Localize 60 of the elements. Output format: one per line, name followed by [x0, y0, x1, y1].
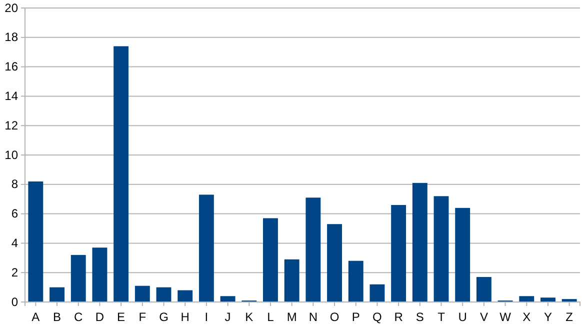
x-tick-label: B — [53, 310, 62, 324]
y-tick-label: 0 — [11, 294, 18, 309]
bar — [198, 194, 214, 302]
bar — [348, 260, 364, 302]
y-tick-label: 18 — [4, 30, 18, 44]
x-tick-label: K — [245, 310, 254, 324]
bar — [540, 298, 556, 302]
y-tick-label: 6 — [11, 206, 18, 221]
x-tick-label: D — [95, 310, 104, 324]
x-tick-label: Z — [566, 310, 573, 324]
x-tick-label: O — [330, 310, 340, 324]
y-tick-label: 8 — [11, 177, 18, 192]
x-tick-label: M — [286, 310, 297, 324]
bar — [134, 286, 150, 302]
bar — [519, 296, 534, 302]
y-tick-label: 2 — [11, 265, 18, 280]
x-tick-label: T — [438, 310, 446, 324]
y-tick-label: 16 — [4, 60, 18, 74]
bar — [263, 218, 278, 302]
x-tick-label: Y — [544, 310, 552, 324]
y-tick-label: 4 — [11, 236, 18, 250]
bar — [70, 254, 86, 302]
bar — [28, 181, 44, 302]
bar — [156, 287, 172, 302]
bar — [50, 287, 64, 302]
x-tick-label: E — [117, 310, 126, 324]
bar — [220, 296, 236, 302]
bar — [178, 290, 193, 302]
x-tick-label: H — [180, 310, 190, 324]
y-tick-label: 10 — [4, 148, 18, 162]
x-tick-label: U — [458, 310, 467, 324]
bar — [434, 196, 449, 302]
y-tick-label: 14 — [4, 89, 18, 104]
x-tick-label: J — [224, 310, 231, 324]
bar — [114, 46, 129, 302]
y-tick-label: 12 — [4, 118, 18, 132]
x-tick-label: S — [416, 310, 424, 324]
x-tick-label: I — [204, 310, 208, 324]
bar — [327, 224, 342, 302]
x-tick-label: A — [32, 310, 40, 324]
bar — [455, 208, 470, 302]
x-tick-label: G — [159, 310, 168, 324]
x-tick-label: V — [480, 310, 488, 324]
bar — [92, 248, 108, 302]
x-tick-label: L — [267, 310, 274, 324]
y-tick-label: 20 — [4, 0, 18, 15]
x-tick-label: C — [74, 310, 84, 324]
x-tick-label: P — [352, 310, 360, 324]
x-tick-label: N — [308, 310, 318, 324]
x-tick-label: W — [500, 310, 512, 324]
bar — [412, 182, 428, 302]
x-tick-label: R — [394, 310, 404, 324]
bar — [391, 204, 406, 302]
x-tick-label: F — [138, 310, 146, 324]
bar — [306, 198, 321, 302]
bar — [476, 277, 492, 302]
bar — [370, 284, 385, 302]
x-tick-label: X — [522, 310, 531, 324]
x-tick-label: Q — [372, 310, 382, 324]
bar — [284, 259, 300, 302]
